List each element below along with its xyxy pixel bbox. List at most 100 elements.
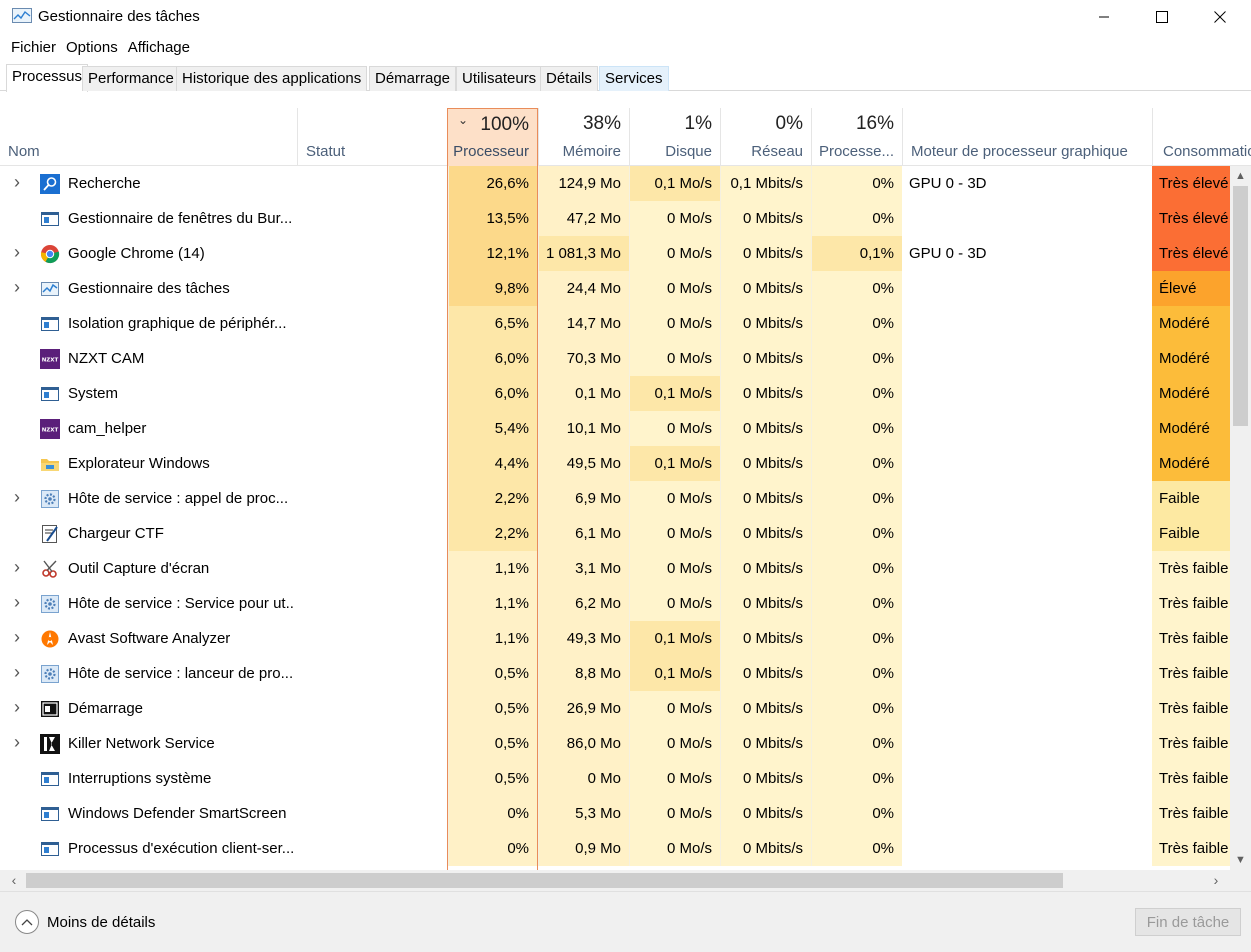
- cpu-cell: 5,4%: [448, 411, 537, 446]
- disk-cell: 0,1 Mo/s: [629, 376, 720, 411]
- expand-chevron-icon[interactable]: ›: [14, 732, 20, 752]
- horizontal-scroll-thumb[interactable]: [26, 873, 1063, 888]
- disk-cell: 0,1 Mo/s: [629, 621, 720, 656]
- table-row[interactable]: NZXT NZXT CAM 6,0% 70,3 Mo 0 Mo/s 0 Mbits/s 0%…: [0, 341, 1230, 376]
- scrollbar-corner: [1230, 870, 1251, 891]
- tab-details[interactable]: Détails: [540, 66, 598, 91]
- header-disk[interactable]: 1% Disque: [629, 108, 720, 166]
- header-gpu[interactable]: 16% Processe...: [811, 108, 902, 166]
- disk-cell: 0 Mo/s: [629, 831, 720, 866]
- header-power[interactable]: Consommation: [1152, 108, 1251, 166]
- table-row[interactable]: › Gestionnaire des tâches 9,8% 24,4 Mo 0 Mo/…: [0, 271, 1230, 306]
- end-task-button[interactable]: Fin de tâche: [1135, 908, 1241, 936]
- memory-cell: 0 Mo: [538, 761, 629, 796]
- process-name: NZXT CAM: [68, 350, 145, 367]
- table-row[interactable]: › Démarrage 0,5% 26,9 Mo 0 Mo/s 0 Mbits/s 0% Tr…: [0, 691, 1230, 726]
- cpu-cell: 1,1%: [448, 551, 537, 586]
- power-usage-cell: Modéré: [1152, 306, 1230, 341]
- gpu-engine-cell: [909, 691, 1149, 726]
- table-row[interactable]: › Hôte de service : appel de proc... 2,2% 6…: [0, 481, 1230, 516]
- table-row[interactable]: › Outil Capture d'écran 1,1% 3,1 Mo 0 Mo/s 0 …: [0, 551, 1230, 586]
- scroll-right-icon[interactable]: ›: [1213, 872, 1219, 888]
- network-cell: 0 Mbits/s: [720, 551, 811, 586]
- cpu-cell: 0,5%: [448, 726, 537, 761]
- expand-chevron-icon[interactable]: ›: [14, 172, 20, 192]
- memory-cell: 86,0 Mo: [538, 726, 629, 761]
- process-name: System: [68, 385, 119, 402]
- gpu-cell: 0%: [811, 761, 902, 796]
- memory-cell: 49,5 Mo: [538, 446, 629, 481]
- scroll-up-icon[interactable]: ▲: [1235, 170, 1246, 182]
- header-disk-pct: 1%: [684, 113, 712, 134]
- expand-chevron-icon[interactable]: ›: [14, 697, 20, 717]
- task-manager-icon: [12, 8, 32, 23]
- tab-utilisateurs[interactable]: Utilisateurs: [456, 66, 543, 91]
- table-row[interactable]: › Hôte de service : lanceur de pro... 0,5%…: [0, 656, 1230, 691]
- tab-performance[interactable]: Performance: [82, 66, 180, 91]
- minimize-button[interactable]: [1075, 0, 1133, 34]
- header-network[interactable]: 0% Réseau: [720, 108, 811, 166]
- header-gpu-pct: 16%: [855, 113, 894, 134]
- expand-chevron-icon[interactable]: ›: [14, 662, 20, 682]
- expand-chevron-icon[interactable]: ›: [14, 277, 20, 297]
- vertical-scrollbar[interactable]: ▲ ▼: [1230, 166, 1251, 870]
- tab-demarrage[interactable]: Démarrage: [369, 66, 457, 91]
- tab-historique[interactable]: Historique des applications: [176, 66, 368, 91]
- gpu-engine-cell: [909, 516, 1149, 551]
- process-name: Killer Network Service: [68, 735, 215, 752]
- memory-cell: 0,9 Mo: [538, 831, 629, 866]
- window-icon: [40, 839, 60, 859]
- table-row[interactable]: Explorateur Windows 4,4% 49,5 Mo 0,1 Mo/s 0 …: [0, 446, 1230, 481]
- table-row[interactable]: › Recherche 26,6% 124,9 Mo 0,1 Mo/s 0,1 Mbits…: [0, 166, 1230, 201]
- power-usage-cell: Très élevé: [1152, 201, 1230, 236]
- gear-icon: [40, 489, 60, 509]
- tab-processus[interactable]: Processus: [6, 64, 89, 92]
- expand-chevron-icon[interactable]: ›: [14, 242, 20, 262]
- killer-icon: [40, 734, 60, 754]
- expand-chevron-icon[interactable]: ›: [14, 557, 20, 577]
- table-row[interactable]: Isolation graphique de périphér... 6,5% 14…: [0, 306, 1230, 341]
- table-row[interactable]: › Hôte de service : Service pour ut... 1,1…: [0, 586, 1230, 621]
- gpu-cell: 0%: [811, 586, 902, 621]
- header-cpu[interactable]: ⌄ 100% Processeur: [447, 108, 538, 166]
- table-row[interactable]: NZXT cam_helper 5,4% 10,1 Mo 0 Mo/s 0 Mbits/s…: [0, 411, 1230, 446]
- table-row[interactable]: Gestionnaire de fenêtres du Bur... 13,5% 4…: [0, 201, 1230, 236]
- header-power-label: Consommation: [1163, 143, 1251, 160]
- table-row[interactable]: › Killer Network Service 0,5% 86,0 Mo 0 Mo/s…: [0, 726, 1230, 761]
- nzxt-icon: NZXT: [40, 349, 60, 369]
- table-row[interactable]: System 6,0% 0,1 Mo 0,1 Mo/s 0 Mbits/s 0% Modér…: [0, 376, 1230, 411]
- close-button[interactable]: [1191, 0, 1249, 34]
- table-row[interactable]: › Google Chrome (14) 12,1% 1 081,3 Mo 0 Mo/s…: [0, 236, 1230, 271]
- menu-fichier[interactable]: Fichier: [11, 39, 57, 56]
- maximize-button[interactable]: [1133, 0, 1191, 34]
- avast-icon: [40, 629, 60, 649]
- cpu-cell: 1,1%: [448, 586, 537, 621]
- memory-cell: 8,8 Mo: [538, 656, 629, 691]
- table-row[interactable]: › Avast Software Analyzer 1,1% 49,3 Mo 0,1 M…: [0, 621, 1230, 656]
- cpu-cell: 0,5%: [448, 656, 537, 691]
- window-icon: [40, 804, 60, 824]
- process-name: Gestionnaire des tâches: [68, 280, 230, 297]
- vertical-scroll-thumb[interactable]: [1233, 186, 1248, 426]
- menu-affichage[interactable]: Affichage: [127, 39, 190, 56]
- header-status[interactable]: Statut: [297, 108, 447, 166]
- table-row[interactable]: Windows Defender SmartScreen 0% 5,3 Mo 0 Mo…: [0, 796, 1230, 831]
- process-name: Hôte de service : Service pour ut...: [68, 595, 293, 612]
- scroll-down-icon[interactable]: ▼: [1235, 854, 1246, 866]
- expand-chevron-icon[interactable]: ›: [14, 487, 20, 507]
- expand-chevron-icon[interactable]: ›: [14, 592, 20, 612]
- expand-chevron-icon[interactable]: ›: [14, 627, 20, 647]
- header-gpu-engine[interactable]: Moteur de processeur graphique: [902, 108, 1152, 166]
- disk-cell: 0 Mo/s: [629, 271, 720, 306]
- menu-options[interactable]: Options: [66, 39, 118, 56]
- table-row[interactable]: Interruptions système 0,5% 0 Mo 0 Mo/s 0 Mbi…: [0, 761, 1230, 796]
- less-details-button[interactable]: Moins de détails: [15, 910, 155, 934]
- table-row[interactable]: Chargeur CTF 2,2% 6,1 Mo 0 Mo/s 0 Mbits/s 0% F…: [0, 516, 1230, 551]
- table-row[interactable]: Processus d'exécution client-ser... 0% 0,9…: [0, 831, 1230, 866]
- scroll-left-icon[interactable]: ‹: [11, 872, 17, 888]
- header-memory[interactable]: 38% Mémoire: [538, 108, 629, 166]
- header-name-label: Nom: [8, 143, 40, 160]
- tab-services[interactable]: Services: [599, 66, 669, 91]
- header-name[interactable]: Nom: [0, 108, 297, 166]
- horizontal-scrollbar[interactable]: ‹ ›: [0, 870, 1230, 891]
